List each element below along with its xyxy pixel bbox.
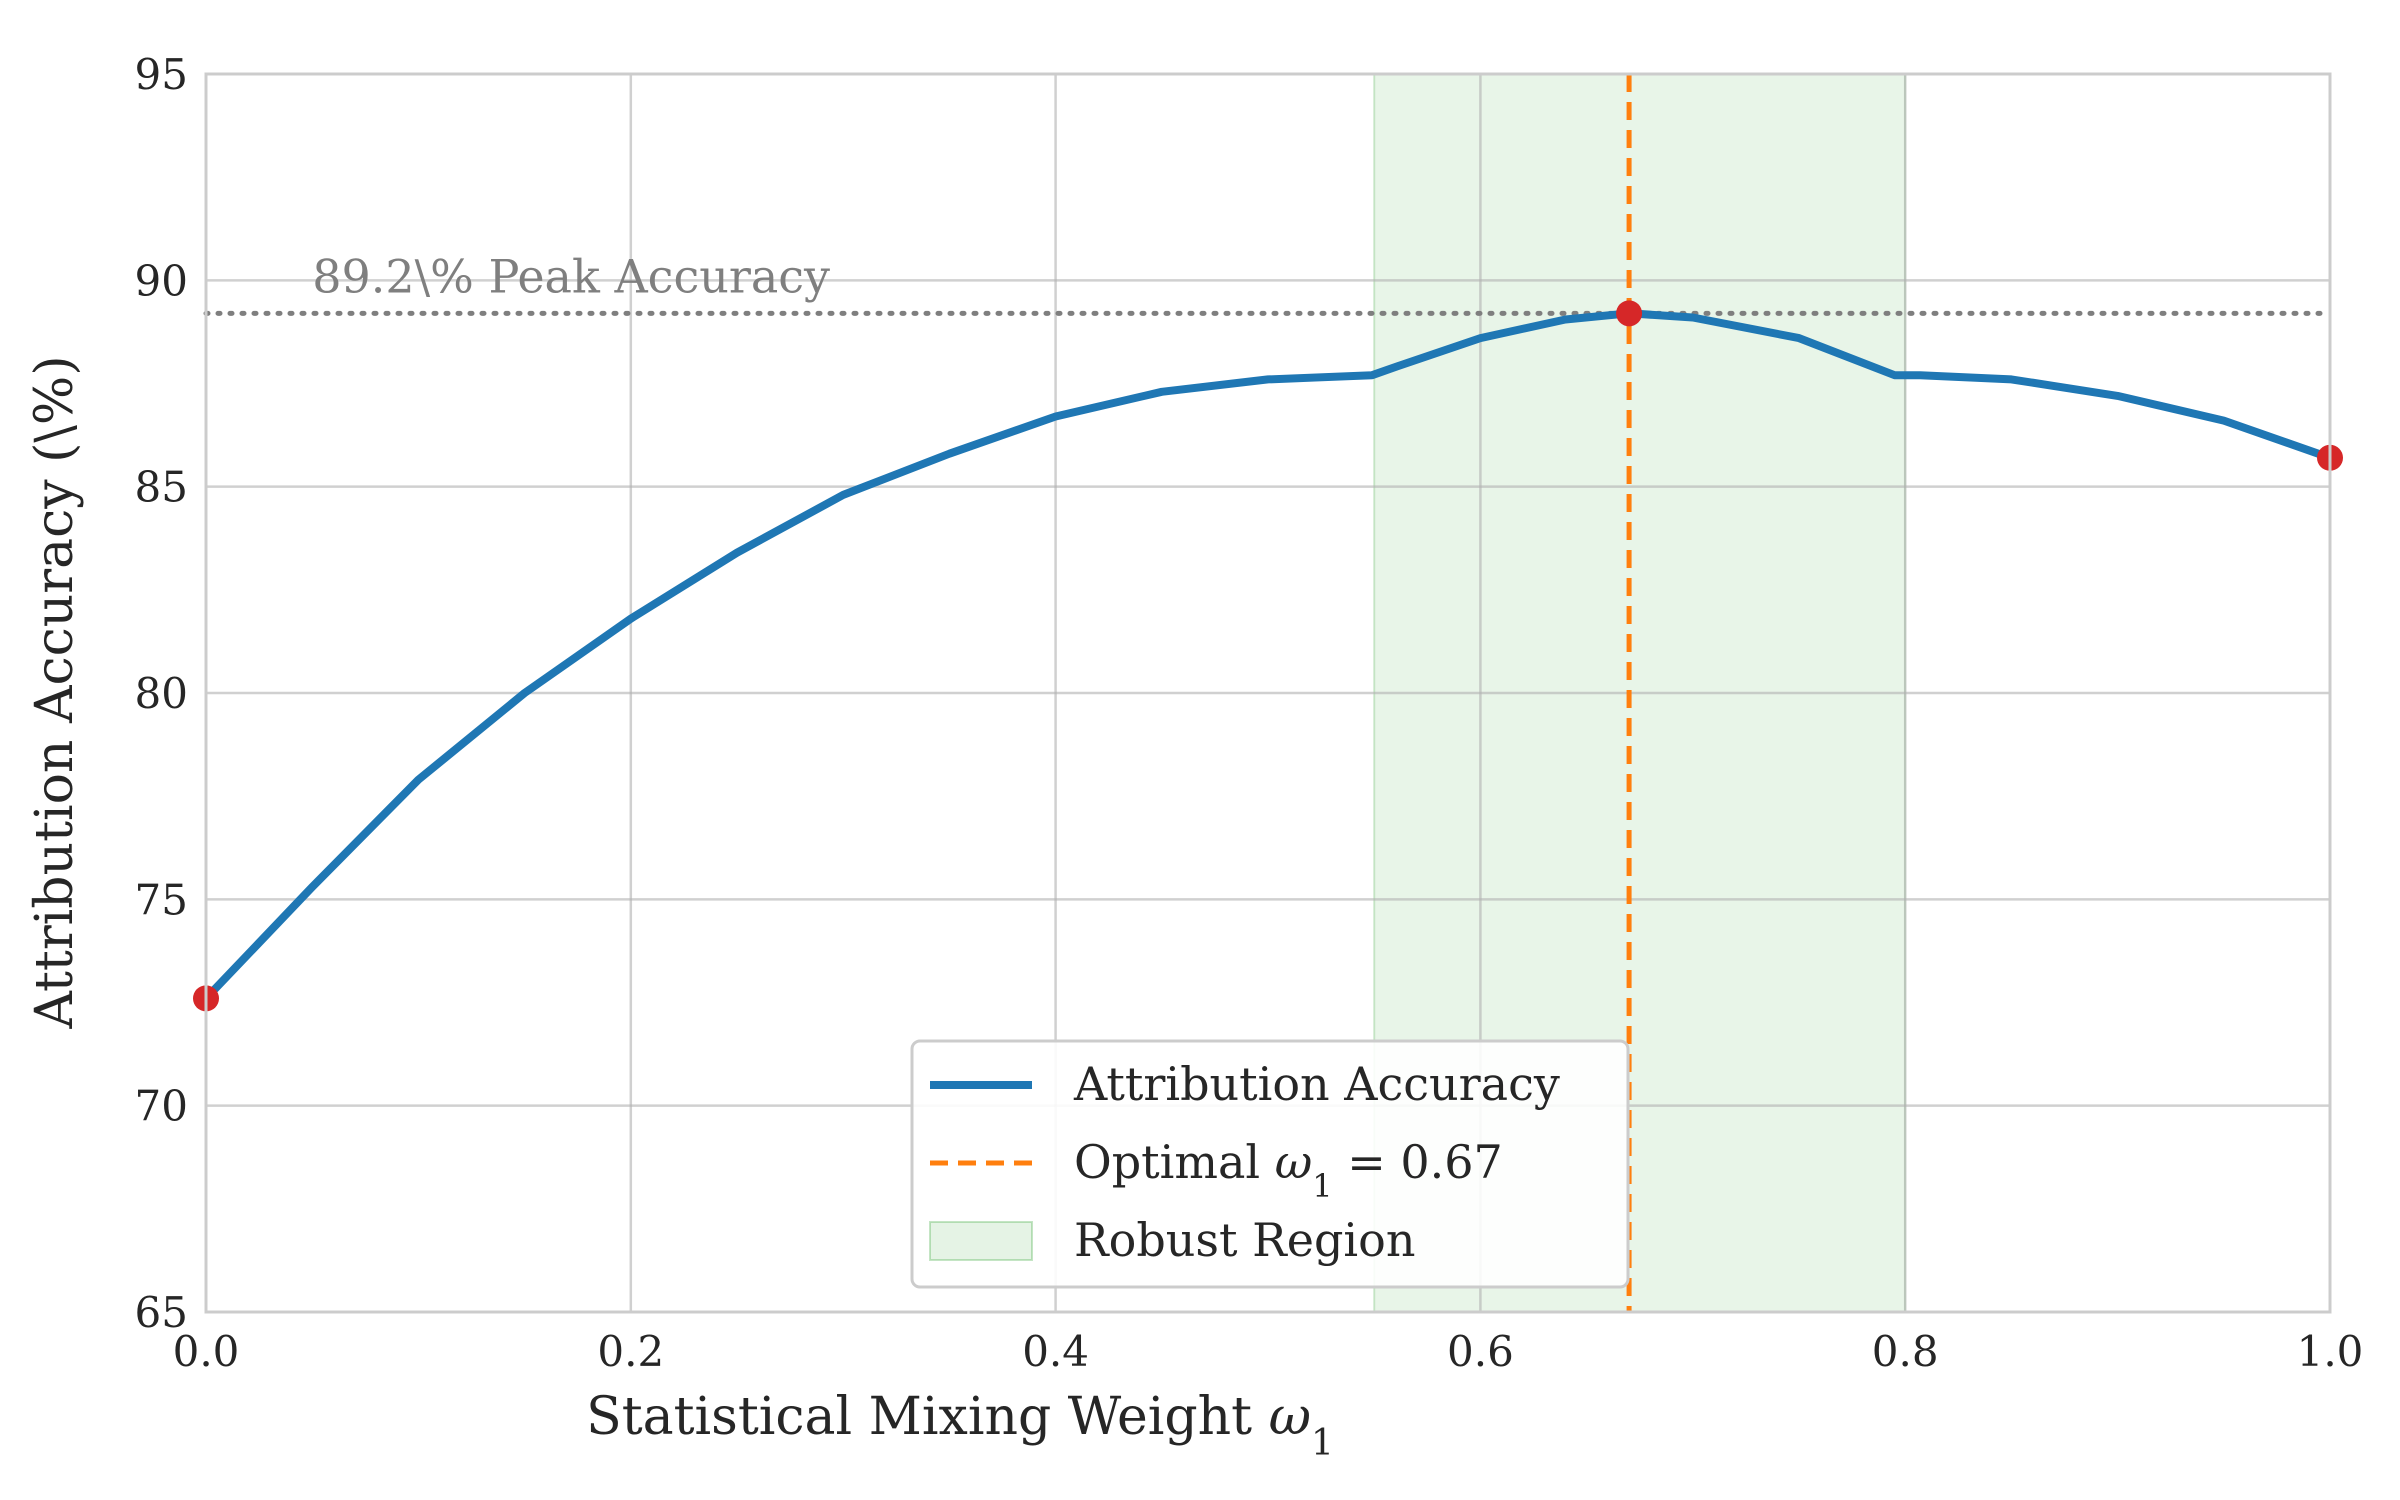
x-tick-label: 0.2 [597,1327,664,1376]
legend-swatch-robust [929,1221,1033,1261]
legend-label-robust: Robust Region [1074,1213,1415,1267]
x-axis-label: Statistical Mixing Weight ω1 [586,1387,1334,1464]
y-tick-label: 70 [135,1082,188,1131]
legend-box [910,1039,1630,1289]
x-tick-label: 0.6 [1447,1327,1514,1376]
peak-accuracy-annotation: 89.2\% Peak Accuracy [312,249,830,303]
x-tick-label: 0.8 [1872,1327,1939,1376]
legend-label-optimal: Optimal ω1 = 0.67 [1074,1135,1503,1205]
y-tick-label: 75 [135,875,188,924]
y-tick-label: 65 [135,1288,188,1337]
x-tick-label: 1.0 [2297,1327,2364,1376]
y-axis-label: Attribution Accuracy (\%) [25,355,85,1029]
accuracy-curve [202,309,2334,1003]
y-tick-label: 85 [135,463,188,512]
x-tick-label: 0.0 [173,1327,240,1376]
highlight-point [1616,300,1643,327]
y-tick-label: 80 [135,669,188,718]
y-tick-label: 95 [135,50,188,99]
plot-frame [204,72,2332,1314]
legend-label-accuracy: Attribution Accuracy [1073,1057,1560,1111]
y-tick-label: 90 [135,256,188,305]
x-tick-label: 0.4 [1022,1327,1089,1376]
